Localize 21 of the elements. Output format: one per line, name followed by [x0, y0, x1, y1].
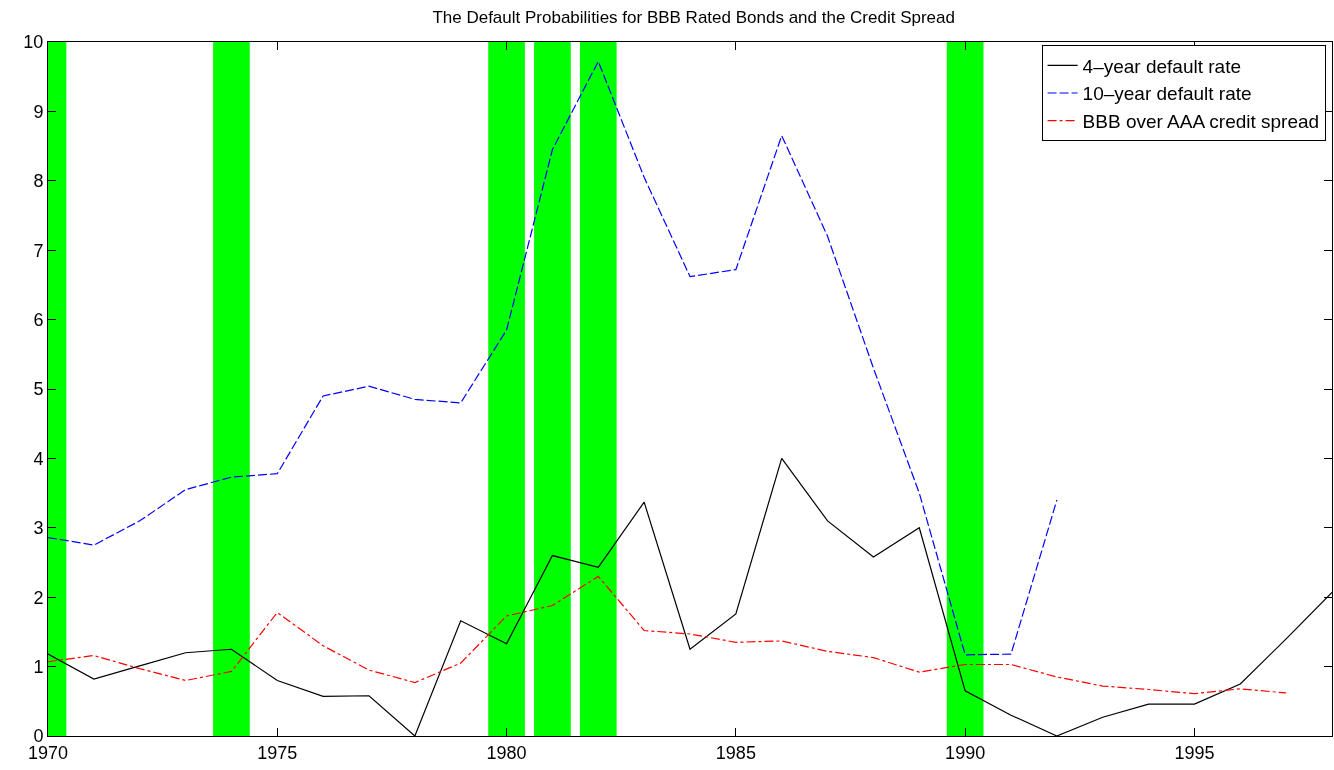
y-tick-label: 6 — [33, 309, 44, 330]
chart-title: The Default Probabilities for BBB Rated Bonds and the Credit Spread — [432, 8, 955, 28]
x-tick-label: 1980 — [486, 742, 527, 763]
legend-label: 10–year default rate — [1082, 83, 1252, 105]
line-series — [48, 60, 1058, 656]
y-tick-label: 8 — [33, 171, 44, 192]
y-tick-label: 5 — [33, 379, 44, 400]
y-tick-label: 2 — [33, 587, 44, 608]
x-tick-label: 1995 — [1174, 742, 1215, 763]
y-tick-label: 7 — [33, 240, 44, 261]
y-tick-label: 4 — [33, 448, 44, 469]
y-tick-label: 1 — [33, 656, 44, 677]
line-series — [48, 575, 1287, 695]
legend-label: BBB over AAA credit spread — [1082, 111, 1320, 133]
x-tick-label: 1985 — [715, 742, 756, 763]
legend-label: 4–year default rate — [1082, 55, 1242, 77]
x-tick-label: 1975 — [257, 742, 298, 763]
y-tick-label: 10 — [23, 32, 44, 53]
x-tick-label: 1990 — [945, 742, 986, 763]
y-tick-label: 3 — [33, 518, 44, 539]
y-tick-label: 9 — [33, 101, 44, 122]
